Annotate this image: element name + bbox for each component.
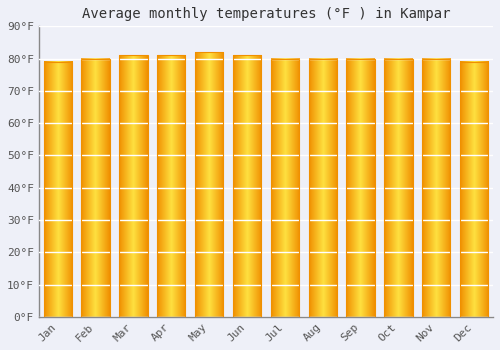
Bar	[422, 58, 450, 317]
Bar	[195, 52, 224, 317]
Bar	[44, 62, 72, 317]
Bar	[308, 58, 337, 317]
Bar	[119, 55, 148, 317]
Bar	[82, 58, 110, 317]
Bar	[384, 58, 412, 317]
Bar	[233, 55, 261, 317]
Title: Average monthly temperatures (°F ) in Kampar: Average monthly temperatures (°F ) in Ka…	[82, 7, 450, 21]
Bar	[270, 58, 299, 317]
Bar	[157, 55, 186, 317]
Bar	[460, 62, 488, 317]
Bar	[346, 58, 375, 317]
